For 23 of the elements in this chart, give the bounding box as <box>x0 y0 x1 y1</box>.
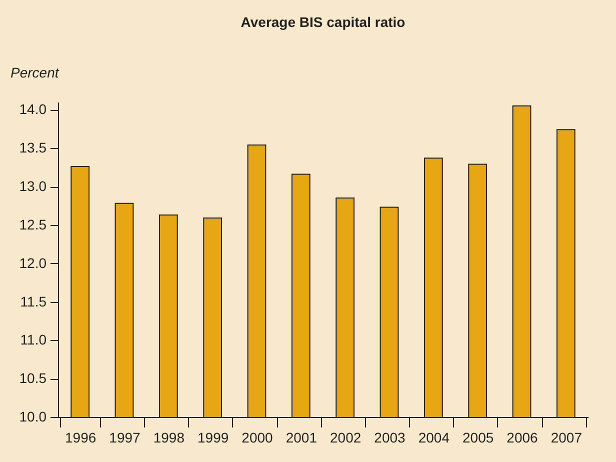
x-tick-label: 2003 <box>374 430 406 446</box>
y-tick-label: 11.5 <box>20 293 47 310</box>
x-tick-label: 2001 <box>286 430 318 446</box>
y-tick-label: 12.5 <box>19 216 47 232</box>
y-tick-label: 13.0 <box>19 178 47 194</box>
y-tick-label: 14.0 <box>19 101 47 118</box>
x-tick-label: 2004 <box>418 430 450 446</box>
x-tick-label: 2007 <box>550 430 582 446</box>
y-tick-label: 11.0 <box>20 332 47 348</box>
y-axis-title: Percent <box>10 64 60 80</box>
y-tick-label: 13.5 <box>19 140 47 156</box>
y-tick-label: 10.5 <box>19 370 47 386</box>
x-tick-label: 2000 <box>242 430 274 446</box>
x-tick-label: 2005 <box>462 430 494 446</box>
x-tick-label: 2002 <box>330 430 362 446</box>
chart-title: Average BIS capital ratio <box>240 14 406 30</box>
y-tick-label: 10.0 <box>19 408 47 424</box>
x-tick-label: 1997 <box>109 430 141 446</box>
x-tick-label: 1998 <box>153 430 185 446</box>
y-tick-label: 12.0 <box>19 254 47 271</box>
x-tick-label: 2006 <box>506 430 538 446</box>
x-tick-label: 1996 <box>65 430 96 446</box>
x-tick-label: 1999 <box>198 430 229 446</box>
